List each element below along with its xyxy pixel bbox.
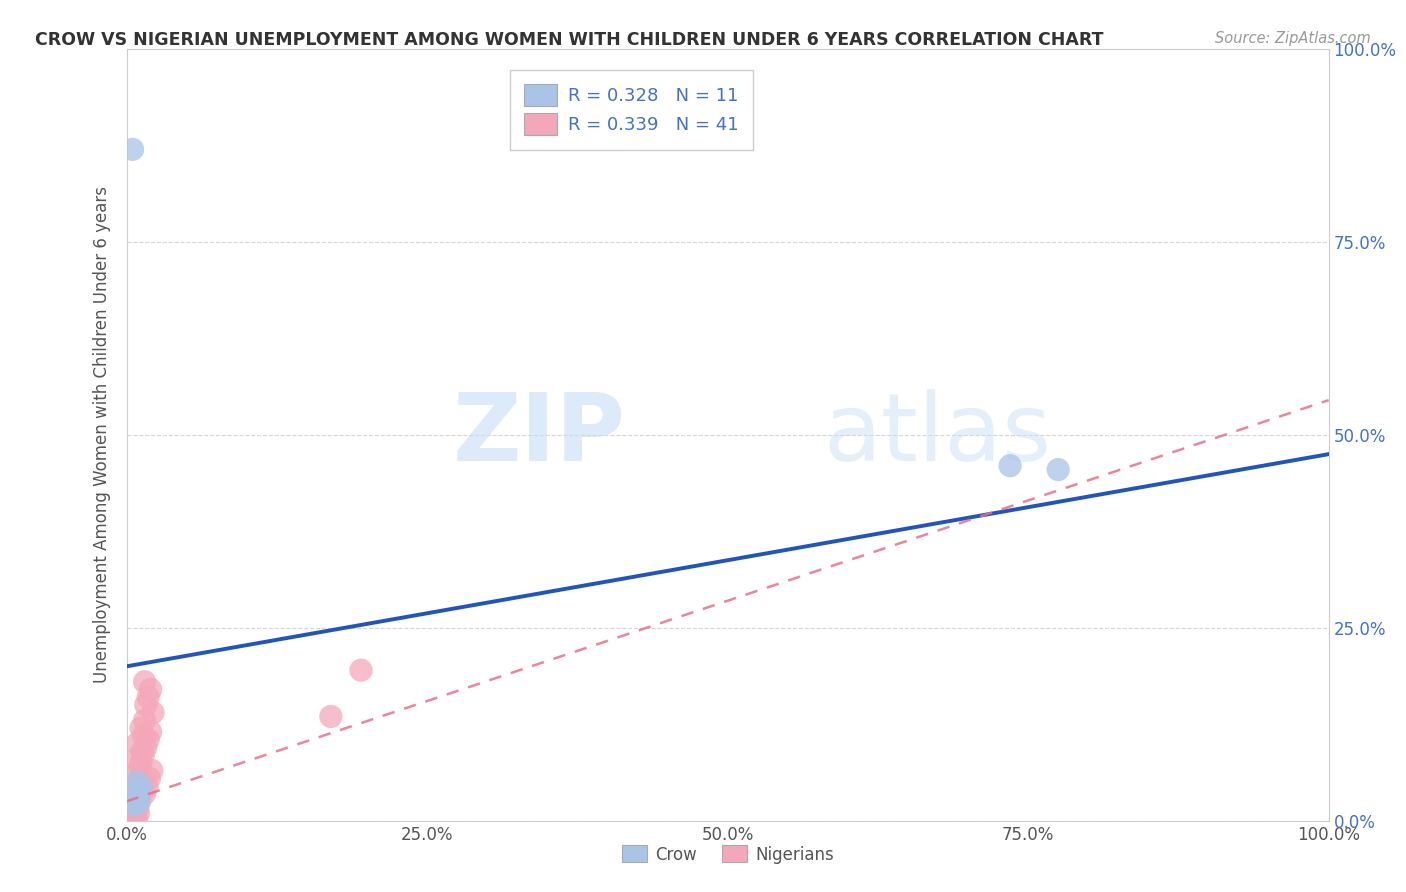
Point (134, 674, 156, 689)
Point (131, 771, 153, 785)
Point (125, 752, 148, 766)
Text: atlas: atlas (824, 389, 1052, 481)
Point (124, 798, 146, 813)
Point (128, 794, 150, 808)
Point (129, 779, 152, 793)
Point (136, 690, 159, 705)
Point (132, 747, 155, 762)
Point (125, 775, 148, 789)
Point (122, 798, 145, 813)
Point (128, 759, 150, 773)
Point (120, 805, 142, 820)
Point (139, 725, 162, 739)
Point (129, 756, 152, 770)
Legend: R = 0.328   N = 11, R = 0.339   N = 41: R = 0.328 N = 11, R = 0.339 N = 41 (510, 70, 752, 150)
Point (350, 663, 373, 677)
Point (998, 458, 1021, 473)
Point (121, 802, 143, 816)
Point (128, 782, 150, 797)
Point (121, 142, 143, 156)
Point (127, 802, 149, 816)
Point (134, 787, 156, 801)
Point (142, 706, 165, 720)
Point (127, 782, 149, 797)
Point (128, 790, 150, 805)
Point (122, 794, 145, 808)
Point (128, 775, 150, 789)
Point (135, 698, 157, 712)
Point (124, 767, 146, 781)
Point (141, 764, 163, 778)
Point (135, 740, 157, 755)
Point (129, 721, 152, 735)
Text: ZIP: ZIP (453, 389, 626, 481)
Point (138, 771, 160, 785)
Text: CROW VS NIGERIAN UNEMPLOYMENT AMONG WOMEN WITH CHILDREN UNDER 6 YEARS CORRELATIO: CROW VS NIGERIAN UNEMPLOYMENT AMONG WOME… (35, 31, 1104, 49)
Point (127, 737, 149, 751)
Point (136, 779, 159, 793)
Point (139, 682, 162, 697)
Point (128, 805, 150, 820)
Point (124, 805, 146, 820)
Point (129, 787, 152, 801)
Point (121, 810, 143, 824)
Point (122, 794, 145, 808)
Point (125, 802, 148, 816)
Point (132, 729, 155, 743)
Point (128, 794, 150, 808)
Point (131, 744, 153, 758)
Point (125, 814, 148, 828)
Point (1047, 462, 1070, 476)
Point (120, 798, 142, 813)
Point (128, 787, 150, 801)
Text: Source: ZipAtlas.com: Source: ZipAtlas.com (1215, 31, 1371, 46)
Point (136, 732, 159, 747)
Point (319, 709, 342, 723)
Point (120, 790, 142, 805)
Y-axis label: Unemployment Among Women with Children Under 6 years: Unemployment Among Women with Children U… (93, 186, 111, 683)
Point (134, 714, 156, 728)
